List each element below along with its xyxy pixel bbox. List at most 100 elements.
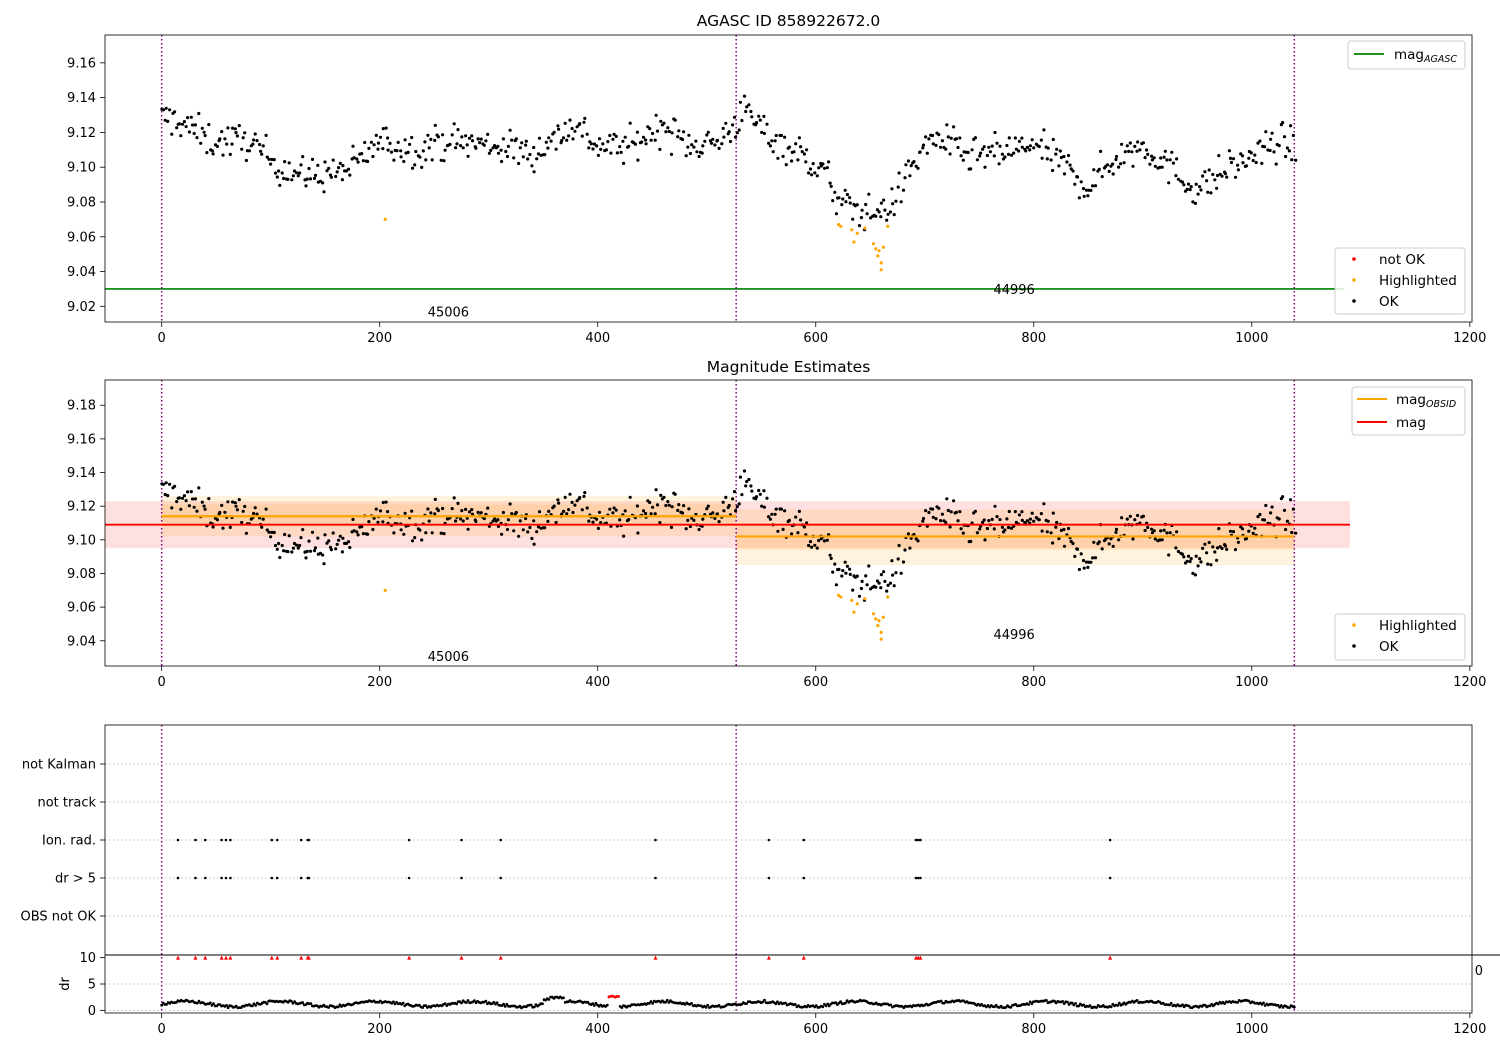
p1-ok-point: [341, 178, 344, 181]
p2-highlighted-point: [852, 611, 855, 614]
p1-ok-point: [716, 139, 719, 142]
p2-ok-point: [185, 499, 188, 502]
p1-ok-point: [1292, 134, 1295, 137]
p2-ok-point: [1289, 498, 1292, 501]
p1-ok-point: [201, 127, 204, 130]
p1-highlighted-point: [880, 261, 883, 264]
p1-ok-point: [466, 143, 469, 146]
p2-ok-point: [738, 502, 741, 505]
p2-ok-point: [716, 512, 719, 515]
p2-ok-point: [947, 509, 950, 512]
p2-ok-point: [348, 546, 351, 549]
p1-ok-point: [664, 130, 667, 133]
p1-ok-point: [978, 154, 981, 157]
p2-ok-point: [454, 519, 457, 522]
p1-ok-point: [186, 116, 189, 119]
p2-ok-point: [168, 483, 171, 486]
p2-ok-point: [931, 508, 934, 511]
p1-ok-point: [451, 133, 454, 136]
p1-ok-point: [974, 136, 977, 139]
p1-ok-point: [525, 140, 528, 143]
p2-ok-point: [817, 539, 820, 542]
p2-ok-point: [1046, 530, 1049, 533]
p1-ok-point: [322, 190, 325, 193]
p2-ok-point: [194, 497, 197, 500]
p1-ok-point: [330, 176, 333, 179]
p1-ok-point: [1073, 183, 1076, 186]
p2-ok-point: [1091, 556, 1094, 559]
p1-ok-point: [1001, 153, 1004, 156]
p2-ok-point: [362, 532, 365, 535]
p2-ok-point: [1286, 520, 1289, 523]
p1-ok-point: [474, 147, 477, 150]
p1-ok-point: [564, 122, 567, 125]
p1-ok-point: [624, 136, 627, 139]
p1-ok-point: [370, 141, 373, 144]
p1-ok-point: [277, 169, 280, 172]
p1-ok-point: [783, 136, 786, 139]
p1-ok-point: [757, 115, 760, 118]
p1-ok-point: [1051, 169, 1054, 172]
p1-ok-point: [1255, 161, 1258, 164]
p1-ok-point: [1050, 158, 1053, 161]
p1-ok-point: [477, 137, 480, 140]
p2-ytick-label: 9.16: [67, 432, 96, 447]
p2-ok-point: [547, 510, 550, 513]
p1-ok-point: [301, 155, 304, 158]
p1-ok-point: [969, 167, 972, 170]
p1-ok-point: [998, 162, 1001, 165]
p2-ok-point: [290, 550, 293, 553]
p1-ok-point: [922, 144, 925, 147]
p1-ok-point: [231, 127, 234, 130]
p2-ok-point: [483, 517, 486, 520]
p1-ok-point: [937, 133, 940, 136]
p1-ok-point: [654, 139, 657, 142]
p3-dr-point: [763, 999, 766, 1002]
p2-ok-point: [1078, 568, 1081, 571]
p1-ok-point: [945, 123, 948, 126]
p1-ok-point: [998, 145, 1001, 148]
p2-ok-point: [986, 527, 989, 530]
p1-ok-point: [464, 134, 467, 137]
p2-ok-point: [711, 511, 714, 514]
p1-ok-point: [1198, 185, 1201, 188]
p2-ok-point: [662, 496, 665, 499]
p2-ok-point: [553, 505, 556, 508]
p1-ok-point: [314, 174, 317, 177]
p1-ok-point: [949, 152, 952, 155]
p2-ok-point: [301, 528, 304, 531]
p2-ok-point: [655, 488, 658, 491]
p3-dr-point: [889, 1004, 892, 1007]
p2-ok-point: [1205, 551, 1208, 554]
p2-ok-point: [524, 517, 527, 520]
p2-ok-point: [470, 508, 473, 511]
p1-ok-point: [809, 167, 812, 170]
p1-ok-point: [281, 171, 284, 174]
p3-dr-point: [617, 995, 620, 998]
p1-ok-point: [788, 146, 791, 149]
p1-ok-point: [1059, 149, 1062, 152]
p2-ok-point: [573, 504, 576, 507]
p2-ok-point: [1197, 564, 1200, 567]
p3-dr-point: [1293, 1006, 1296, 1009]
p1-ok-point: [441, 133, 444, 136]
p2-ok-point: [757, 489, 760, 492]
p3-dr-point: [209, 1002, 212, 1005]
p2-ok-point: [404, 512, 407, 515]
p2-ok-point: [1083, 567, 1086, 570]
p1-ok-point: [582, 121, 585, 124]
p2-ok-point: [410, 510, 413, 513]
p1-ok-point: [1047, 147, 1050, 150]
p2-ok-point: [685, 527, 688, 530]
p1-ok-point: [620, 151, 623, 154]
p2-ok-point: [670, 526, 673, 529]
p1-ok-point: [983, 166, 986, 169]
p1-ok-point: [662, 122, 665, 125]
p2-ok-point: [1209, 563, 1212, 566]
p1-ok-point: [366, 160, 369, 163]
p1-ok-point: [608, 134, 611, 137]
p1-ok-point: [274, 172, 277, 175]
p2-highlighted-point: [839, 595, 842, 598]
p2-ok-point: [1269, 511, 1272, 514]
p1-ok-point: [395, 149, 398, 152]
